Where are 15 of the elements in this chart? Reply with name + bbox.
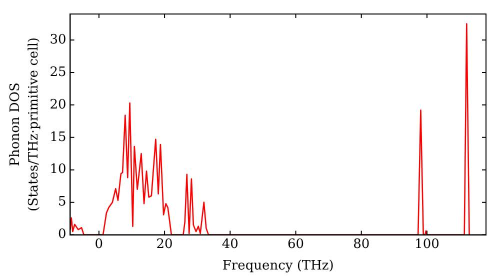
y-tick-label: 0	[58, 227, 66, 242]
x-tick-label: 40	[222, 236, 238, 252]
y-tick-label: 25	[50, 64, 66, 80]
x-tick-label: 80	[353, 236, 370, 252]
x-tick-label: 20	[156, 236, 173, 252]
y-tick-label: 15	[50, 130, 66, 145]
x-axis-title: Frequency (THz)	[222, 258, 334, 274]
y-tick-label: 10	[50, 162, 66, 178]
y-tick-label: 5	[58, 194, 66, 210]
x-tick-label: 0	[94, 236, 104, 252]
y-tick-label: 20	[50, 97, 66, 112]
x-tick-label: 60	[287, 236, 304, 252]
x-tick-label: 100	[414, 236, 440, 252]
y-tick-label: 30	[50, 32, 66, 48]
y-axis-title: Phonon DOS (States/THz·primitive cell)	[8, 37, 42, 212]
